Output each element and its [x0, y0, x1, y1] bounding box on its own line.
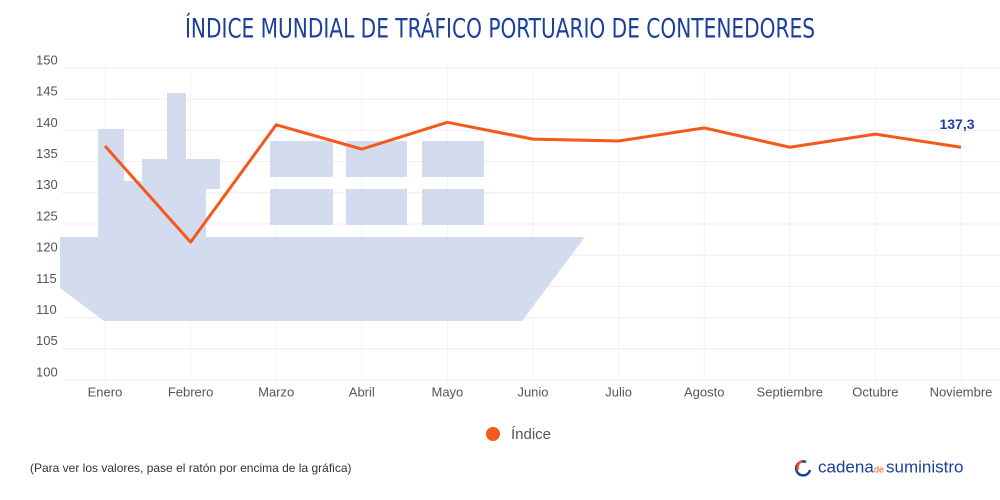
logo: cadena de suministro [795, 457, 963, 477]
y-tick-label: 130 [36, 177, 58, 192]
x-tick-label: Julio [605, 384, 632, 399]
x-tick-label: Septiembre [757, 384, 823, 399]
data-label: 137,3 [939, 116, 974, 132]
y-tick-label: 140 [36, 115, 58, 130]
x-tick-label: Agosto [684, 384, 724, 399]
y-tick-label: 125 [36, 208, 58, 223]
legend-marker [486, 427, 500, 441]
ship-illustration [60, 93, 585, 321]
y-tick-label: 115 [36, 271, 57, 286]
x-tick-label: Junio [517, 384, 548, 399]
chart-title: ÍNDICE MUNDIAL DE TRÁFICO PORTUARIO DE C… [185, 13, 815, 45]
y-tick-label: 145 [36, 84, 58, 99]
y-tick-label: 135 [36, 146, 58, 161]
legend-label: Índice [511, 426, 551, 443]
x-tick-label: Octubre [852, 384, 898, 399]
x-tick-label: Febrero [168, 384, 214, 399]
y-tick-label: 100 [36, 364, 58, 379]
logo-text: cadena [818, 457, 874, 476]
x-tick-label: Marzo [258, 384, 294, 399]
logo-text: de [874, 464, 884, 474]
x-tick-label: Noviembre [930, 384, 993, 399]
x-tick-label: Mayo [432, 384, 464, 399]
y-tick-label: 110 [36, 302, 57, 317]
logo-icon [796, 459, 803, 471]
footnote: (Para ver los valores, pase el ratón por… [30, 461, 352, 475]
y-tick-label: 150 [36, 52, 58, 67]
x-tick-label: Abril [349, 384, 375, 399]
data-line [103, 120, 962, 244]
y-tick-label: 120 [36, 240, 58, 255]
logo-text: suministro [886, 457, 963, 476]
y-tick-label: 105 [36, 333, 58, 348]
x-tick-label: Enero [88, 384, 123, 399]
